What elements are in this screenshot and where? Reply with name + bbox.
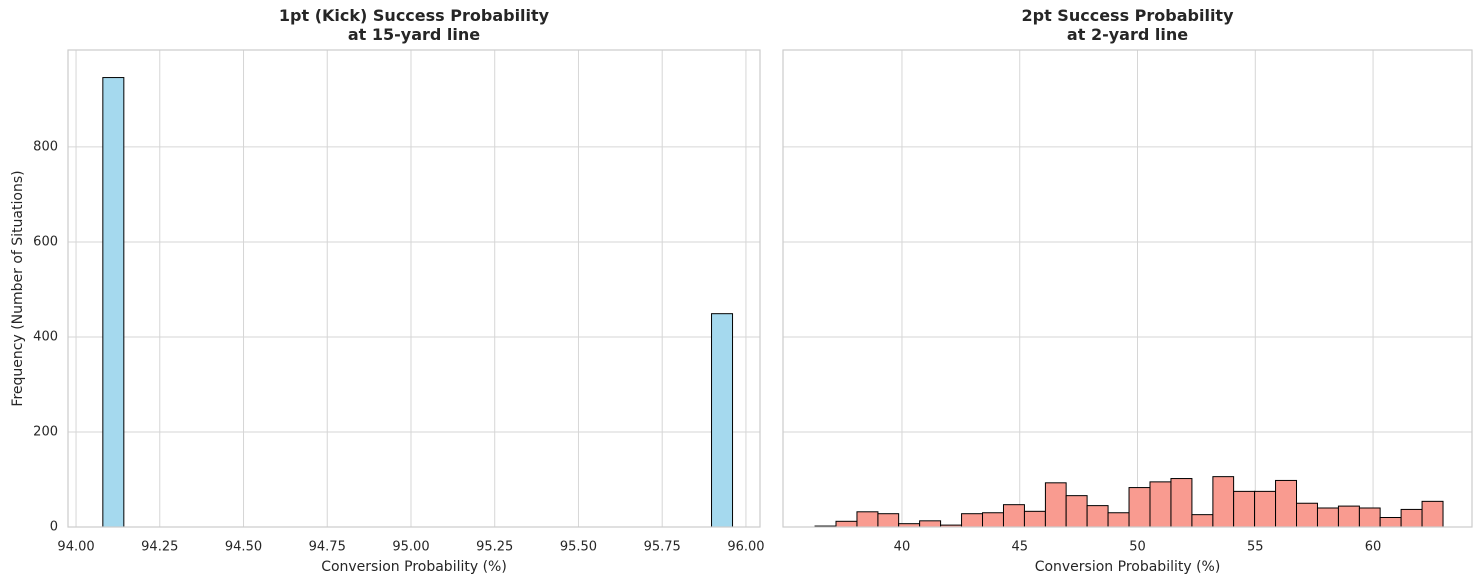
- bar: [1107, 512, 1130, 528]
- chart-title: 2pt Success Probability at 2-yard line: [1021, 6, 1234, 44]
- bar: [1379, 516, 1402, 528]
- bar: [1023, 510, 1046, 528]
- x-axis-label: Conversion Probability (%): [1035, 559, 1221, 575]
- bar: [1128, 487, 1151, 528]
- bar: [1044, 482, 1067, 528]
- bar: [856, 511, 879, 528]
- bar: [1149, 481, 1172, 528]
- bar: [877, 513, 900, 528]
- x-tick-label: 55: [1247, 540, 1264, 555]
- bar: [1065, 495, 1088, 528]
- grid: [68, 50, 760, 528]
- x-tick-label: 60: [1365, 540, 1382, 555]
- bar: [1212, 476, 1235, 528]
- plot-frame: [67, 49, 761, 528]
- bar: [961, 513, 984, 528]
- y-axis-label: Frequency (Number of Situations): [10, 170, 26, 406]
- x-tick-label: 94.50: [225, 540, 262, 555]
- bar: [1296, 502, 1318, 528]
- x-tick-label: 45: [1011, 540, 1028, 555]
- y-tick-label: 600: [33, 234, 58, 249]
- x-tick-label: 96.00: [727, 540, 764, 555]
- bar: [102, 77, 125, 528]
- y-tick-label: 200: [33, 424, 58, 439]
- x-tick-label: 50: [1129, 540, 1146, 555]
- grid: [783, 50, 1472, 528]
- bar: [1421, 500, 1444, 528]
- x-tick-label: 95.25: [476, 540, 513, 555]
- bar: [1002, 504, 1025, 528]
- bar: [1316, 507, 1339, 528]
- bar: [1337, 505, 1360, 528]
- bar: [1086, 505, 1109, 528]
- plot-frame: [782, 49, 1473, 528]
- bar: [1358, 507, 1381, 528]
- bar: [1254, 490, 1277, 528]
- bar: [1400, 508, 1423, 528]
- bar: [1191, 514, 1214, 528]
- x-tick-label: 94.75: [309, 540, 346, 555]
- y-tick-label: 400: [33, 329, 58, 344]
- x-tick-label: 95.00: [392, 540, 429, 555]
- bar: [711, 313, 734, 528]
- bar: [1275, 479, 1298, 528]
- y-tick-label: 0: [50, 520, 58, 535]
- x-tick-label: 95.50: [560, 540, 597, 555]
- bar: [1170, 478, 1193, 528]
- x-tick-label: 95.75: [644, 540, 681, 555]
- bar: [1233, 490, 1256, 528]
- bar: [919, 520, 942, 528]
- x-tick-label: 94.25: [141, 540, 178, 555]
- bar: [982, 512, 1004, 528]
- x-tick-label: 94.00: [57, 540, 94, 555]
- x-tick-label: 40: [894, 540, 911, 555]
- x-axis-label: Conversion Probability (%): [321, 559, 507, 575]
- chart-title: 1pt (Kick) Success Probability at 15-yar…: [278, 6, 550, 44]
- y-tick-label: 800: [33, 139, 58, 154]
- bar: [835, 520, 858, 528]
